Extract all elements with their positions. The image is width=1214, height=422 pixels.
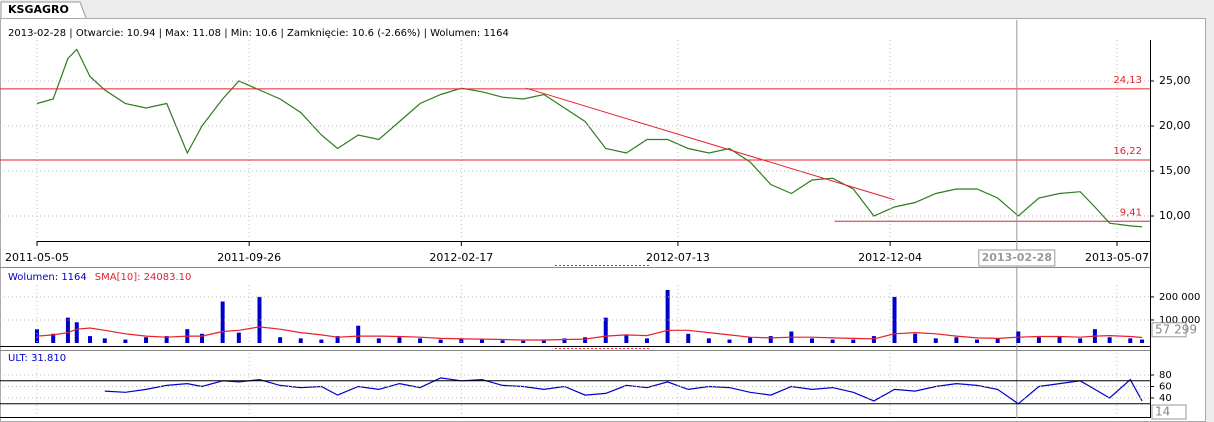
volume-bar <box>200 333 205 343</box>
y-tick-label: 200 000 <box>1159 292 1200 303</box>
chart-frame <box>0 18 1206 422</box>
panel-plot <box>36 48 1143 228</box>
tab-bar <box>0 0 1214 18</box>
volume-bar <box>164 336 169 343</box>
x-tick-label: 2011-09-26 <box>217 251 281 264</box>
volume-bar <box>278 337 283 343</box>
volume-bar <box>418 338 423 343</box>
volume-bar <box>1128 338 1133 343</box>
legend-entry: SMA[10]: 24083.10 <box>95 272 192 283</box>
level-label: 16,22 <box>1113 146 1142 157</box>
volume-bar <box>335 336 340 343</box>
last-value-box <box>1151 404 1187 420</box>
tab-label[interactable]: KSGAGRO <box>8 3 69 16</box>
volume-bar <box>356 325 361 343</box>
y-tick-label: 40 <box>1159 393 1172 404</box>
y-tick-label: 25,00 <box>1159 74 1191 87</box>
x-tick-label: 2012-07-13 <box>646 251 710 264</box>
panel-plot <box>35 290 1145 343</box>
volume-bar <box>102 338 107 343</box>
last-value-label: 57 299 <box>1155 322 1197 336</box>
volume-bar <box>871 336 876 343</box>
tab[interactable] <box>0 1 87 19</box>
volume-bar <box>257 296 262 343</box>
volume-bar <box>706 338 711 343</box>
x-tick-label: 2013-05-07 <box>1085 251 1149 264</box>
trend-line <box>526 87 895 201</box>
volume-bar <box>144 337 149 343</box>
info-line: 2013-02-28 | Otwarcie: 10.94 | Max: 11.0… <box>8 28 509 39</box>
x-tick-label: 2012-02-17 <box>429 251 493 264</box>
volume-bar <box>913 333 918 343</box>
cursor-label: 2013-02-28 <box>982 251 1052 264</box>
volume-bar <box>810 338 815 343</box>
volume-bar <box>521 340 526 343</box>
x-tick-label: 2011-05-05 <box>5 251 69 264</box>
y-tick-label: 60 <box>1159 382 1172 393</box>
volume-bar <box>74 322 79 343</box>
level-label: 9,41 <box>1120 207 1142 218</box>
volume-bar <box>995 338 1000 343</box>
level-label: 24,13 <box>1113 75 1142 86</box>
series-line <box>36 326 1143 341</box>
volume-bar <box>479 339 484 343</box>
series-line <box>36 48 1143 228</box>
volume-bar <box>768 336 773 343</box>
volume-bar <box>1078 338 1083 343</box>
legend-entry: Wolumen: 1164 <box>8 272 87 283</box>
volume-bar <box>583 337 588 343</box>
legend-entry: ULT: 31.810 <box>8 353 66 364</box>
volume-bar <box>459 338 464 343</box>
volume-bar <box>727 339 732 343</box>
y-tick-label: 80 <box>1159 370 1172 381</box>
last-value-box <box>1151 322 1187 338</box>
series-line <box>104 377 1143 405</box>
volume-bar <box>644 338 649 343</box>
volume-bar <box>851 339 856 343</box>
scrollbar <box>1206 18 1214 422</box>
volume-bar <box>603 317 608 343</box>
volume-bar <box>830 339 835 343</box>
volume-bar <box>665 290 670 343</box>
volume-bar <box>220 301 225 343</box>
volume-bar <box>123 339 128 343</box>
y-tick-label: 20,00 <box>1159 119 1191 132</box>
volume-bar <box>500 340 505 343</box>
volume-bar <box>236 332 241 343</box>
y-tick-label: 100 000 <box>1159 315 1200 326</box>
volume-bar <box>624 334 629 343</box>
volume-bar <box>376 338 381 343</box>
volume-bar <box>892 296 897 343</box>
volume-bar <box>975 339 980 343</box>
volume-bar <box>748 337 753 343</box>
panel-plot <box>104 377 1143 405</box>
volume-bar <box>51 333 56 343</box>
x-tick-label: 2012-12-04 <box>858 251 922 264</box>
volume-bar <box>88 336 93 343</box>
cursor-label-box <box>978 249 1056 267</box>
y-tick-label: 15,00 <box>1159 164 1191 177</box>
volume-bar <box>562 338 567 343</box>
volume-bar <box>298 338 303 343</box>
volume-bar <box>1140 339 1145 343</box>
y-tick-label: 10,00 <box>1159 209 1191 222</box>
volume-bar <box>65 317 70 343</box>
volume-bar <box>438 339 443 343</box>
volume-bar <box>319 339 324 343</box>
volume-bar <box>933 338 938 343</box>
volume-bar <box>954 337 959 343</box>
volume-bar <box>1107 337 1112 343</box>
volume-bar <box>1036 337 1041 343</box>
volume-bar <box>1057 336 1062 343</box>
last-value-label: 14 <box>1155 405 1170 419</box>
volume-bar <box>397 337 402 343</box>
volume-bar <box>686 333 691 343</box>
volume-bar <box>541 339 546 343</box>
